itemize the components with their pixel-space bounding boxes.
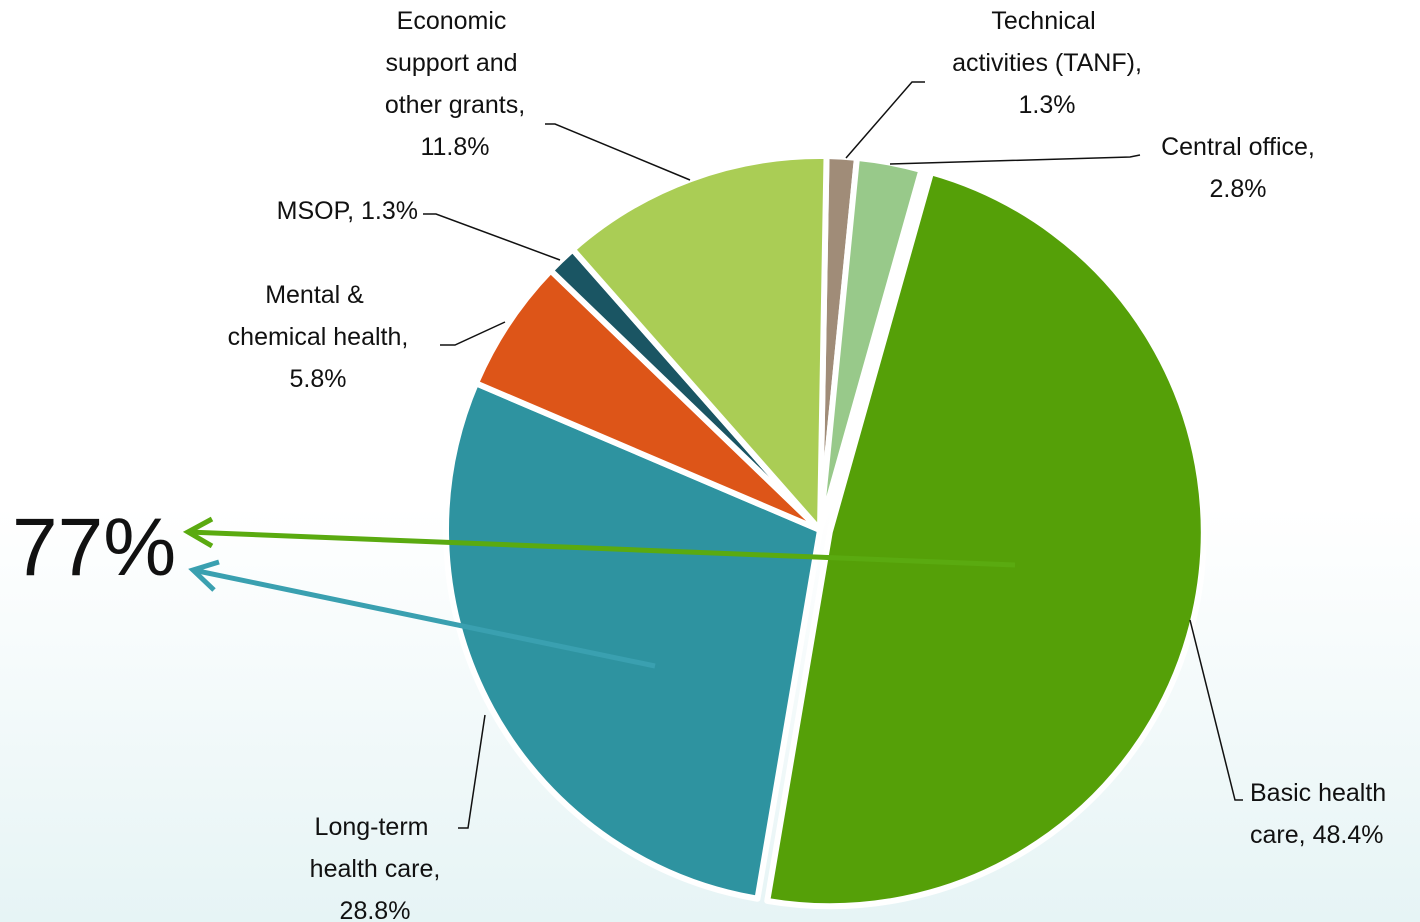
label-line: chemical health, [228,323,409,351]
pie-slice [569,153,830,533]
category-name: MSOP, [277,197,354,225]
category-name: Economic support and other grants, [385,7,525,119]
label-line: support and [386,49,525,77]
slice-label: Mental & chemical health, 5.8% [228,281,409,393]
leader-line [845,81,925,159]
slice-label: MSOP, 1.3% [277,197,418,225]
category-name: Central office, [1161,133,1315,161]
value-label: 5.8% [290,365,347,393]
label-line: Central office, [1161,133,1315,161]
slice-label: Basic health care, 48.4% [1250,779,1393,849]
slice-label: Long-term health care, 28.8% [310,813,441,922]
leader-line [1189,619,1243,801]
arrow [187,529,1016,568]
label-line: activities (TANF), [952,49,1142,77]
arrow-head [182,516,214,549]
slice-label: Economic support and other grants, 11.8% [385,7,525,161]
value-label: 2.8% [1210,175,1267,203]
pie-slice [443,380,823,902]
label-line: care, [1250,821,1306,849]
leader-line [545,123,691,181]
leader-line [423,213,561,261]
label-line: Technical [991,7,1102,35]
category-name: Technical activities (TANF), [952,7,1142,77]
category-name: Long-term health care, [310,813,441,883]
value-label: 28.8% [340,897,411,922]
annotation: 77% [12,502,176,593]
category-name: Basic health care, [1250,779,1393,849]
value-label: 1.3% [1019,91,1076,119]
arrow [192,567,656,669]
label-line: Long-term [315,813,436,841]
value-label: 48.4% [1313,821,1384,849]
slice-label: Central office, 2.8% [1161,133,1315,203]
value-label: 11.8% [420,133,489,161]
pie-slice [817,154,925,533]
pie-slice [764,169,1207,910]
slice-label: Technical activities (TANF), 1.3% [952,7,1142,119]
label-line: other grants, [385,91,525,119]
leader-line [458,714,486,829]
label-line: Basic health [1250,779,1393,807]
arrow-head [188,559,220,592]
label-line: Economic [397,7,514,35]
label-line: Mental & [265,281,371,309]
label-line: health care, [310,855,441,883]
leader-line [440,321,506,346]
value-label: 1.3% [361,197,418,225]
label-line: MSOP, [277,197,354,225]
leader-line [889,154,1141,165]
category-name: Mental & chemical health, [228,281,409,351]
